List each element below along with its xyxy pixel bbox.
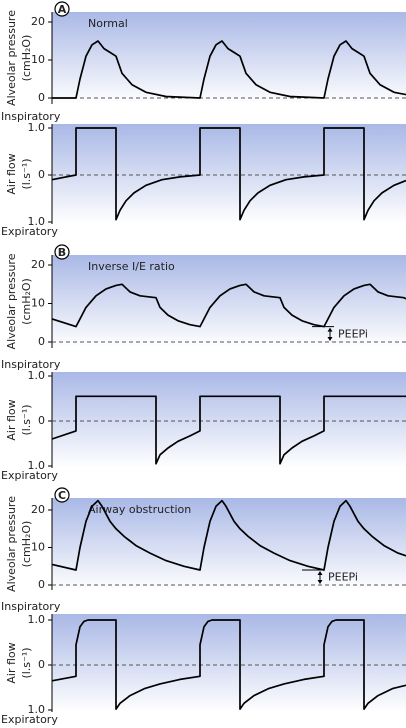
y-axis-label: (cmH₂O) bbox=[20, 278, 33, 325]
y-tick-label: 10 bbox=[31, 541, 45, 554]
y-axis-label: Air flow bbox=[5, 399, 18, 440]
panel-badge bbox=[54, 1, 70, 17]
waveform bbox=[51, 395, 406, 465]
bottom-label: Expiratory bbox=[1, 469, 58, 482]
top-label: Inspiratory bbox=[1, 110, 61, 123]
waveform bbox=[51, 619, 406, 710]
y-tick-label: 1.0 bbox=[28, 459, 46, 472]
panel-title: Airway obstruction bbox=[88, 503, 191, 516]
y-tick-label: 20 bbox=[31, 503, 45, 516]
y-tick-label: 20 bbox=[31, 258, 45, 271]
y-axis-label: Alveolar pressure bbox=[5, 10, 18, 106]
annotation-label: PEEPi bbox=[328, 571, 358, 584]
panel-letter: C bbox=[58, 489, 66, 502]
y-tick-label: 1.0 bbox=[28, 121, 46, 134]
y-axis-label: (l.s⁻¹) bbox=[20, 158, 33, 189]
y-axis-label: Alveolar pressure bbox=[5, 253, 18, 349]
arrow-head bbox=[327, 337, 333, 341]
y-tick-label: 1.0 bbox=[28, 369, 46, 382]
panel-letter: B bbox=[58, 246, 66, 259]
y-tick-label: 0 bbox=[38, 658, 45, 671]
annotation-label: PEEPi bbox=[338, 327, 368, 340]
arrow-head bbox=[317, 571, 323, 575]
y-axis-label: (cmH₂O) bbox=[20, 35, 33, 82]
plot-background bbox=[52, 12, 406, 104]
y-axis-label: (l.s⁻¹) bbox=[20, 647, 33, 678]
top-label: Inspiratory bbox=[1, 600, 61, 613]
waveform bbox=[52, 40, 406, 99]
waveform bbox=[51, 499, 406, 571]
y-tick-label: 0 bbox=[38, 335, 45, 348]
y-tick-label: 1.0 bbox=[28, 613, 46, 626]
panel-title: Inverse I/E ratio bbox=[88, 260, 175, 273]
y-axis-label: (cmH₂O) bbox=[20, 521, 33, 568]
arrow-head bbox=[327, 327, 333, 332]
plot-background bbox=[52, 614, 406, 712]
y-tick-label: 0 bbox=[38, 578, 45, 591]
panel-badge bbox=[54, 487, 70, 503]
plot-background bbox=[52, 124, 406, 224]
y-axis-label: (l.s⁻¹) bbox=[20, 404, 33, 435]
panel-badge bbox=[54, 244, 70, 260]
y-tick-label: 0 bbox=[38, 168, 45, 181]
y-axis-label: Air flow bbox=[5, 153, 18, 194]
top-label: Inspiratory bbox=[1, 358, 61, 371]
y-tick-label: 0 bbox=[38, 414, 45, 427]
panel-title: Normal bbox=[88, 17, 128, 30]
y-tick-label: 1.0 bbox=[28, 703, 46, 716]
plot-background bbox=[52, 372, 406, 468]
y-tick-label: 20 bbox=[31, 15, 45, 28]
waveform bbox=[51, 283, 406, 328]
bottom-label: Expiratory bbox=[1, 225, 58, 238]
y-tick-label: 10 bbox=[31, 297, 45, 310]
y-tick-label: 10 bbox=[31, 53, 45, 66]
y-tick-label: 0 bbox=[38, 91, 45, 104]
arrow-head bbox=[317, 580, 323, 584]
y-axis-label: Alveolar pressure bbox=[5, 496, 18, 592]
waveform bbox=[51, 127, 406, 221]
panel-letter: A bbox=[58, 3, 67, 16]
plot-background bbox=[52, 255, 406, 348]
bottom-label: Expiratory bbox=[1, 713, 58, 726]
y-axis-label: Air flow bbox=[5, 642, 18, 683]
y-tick-label: 1.0 bbox=[28, 215, 46, 228]
